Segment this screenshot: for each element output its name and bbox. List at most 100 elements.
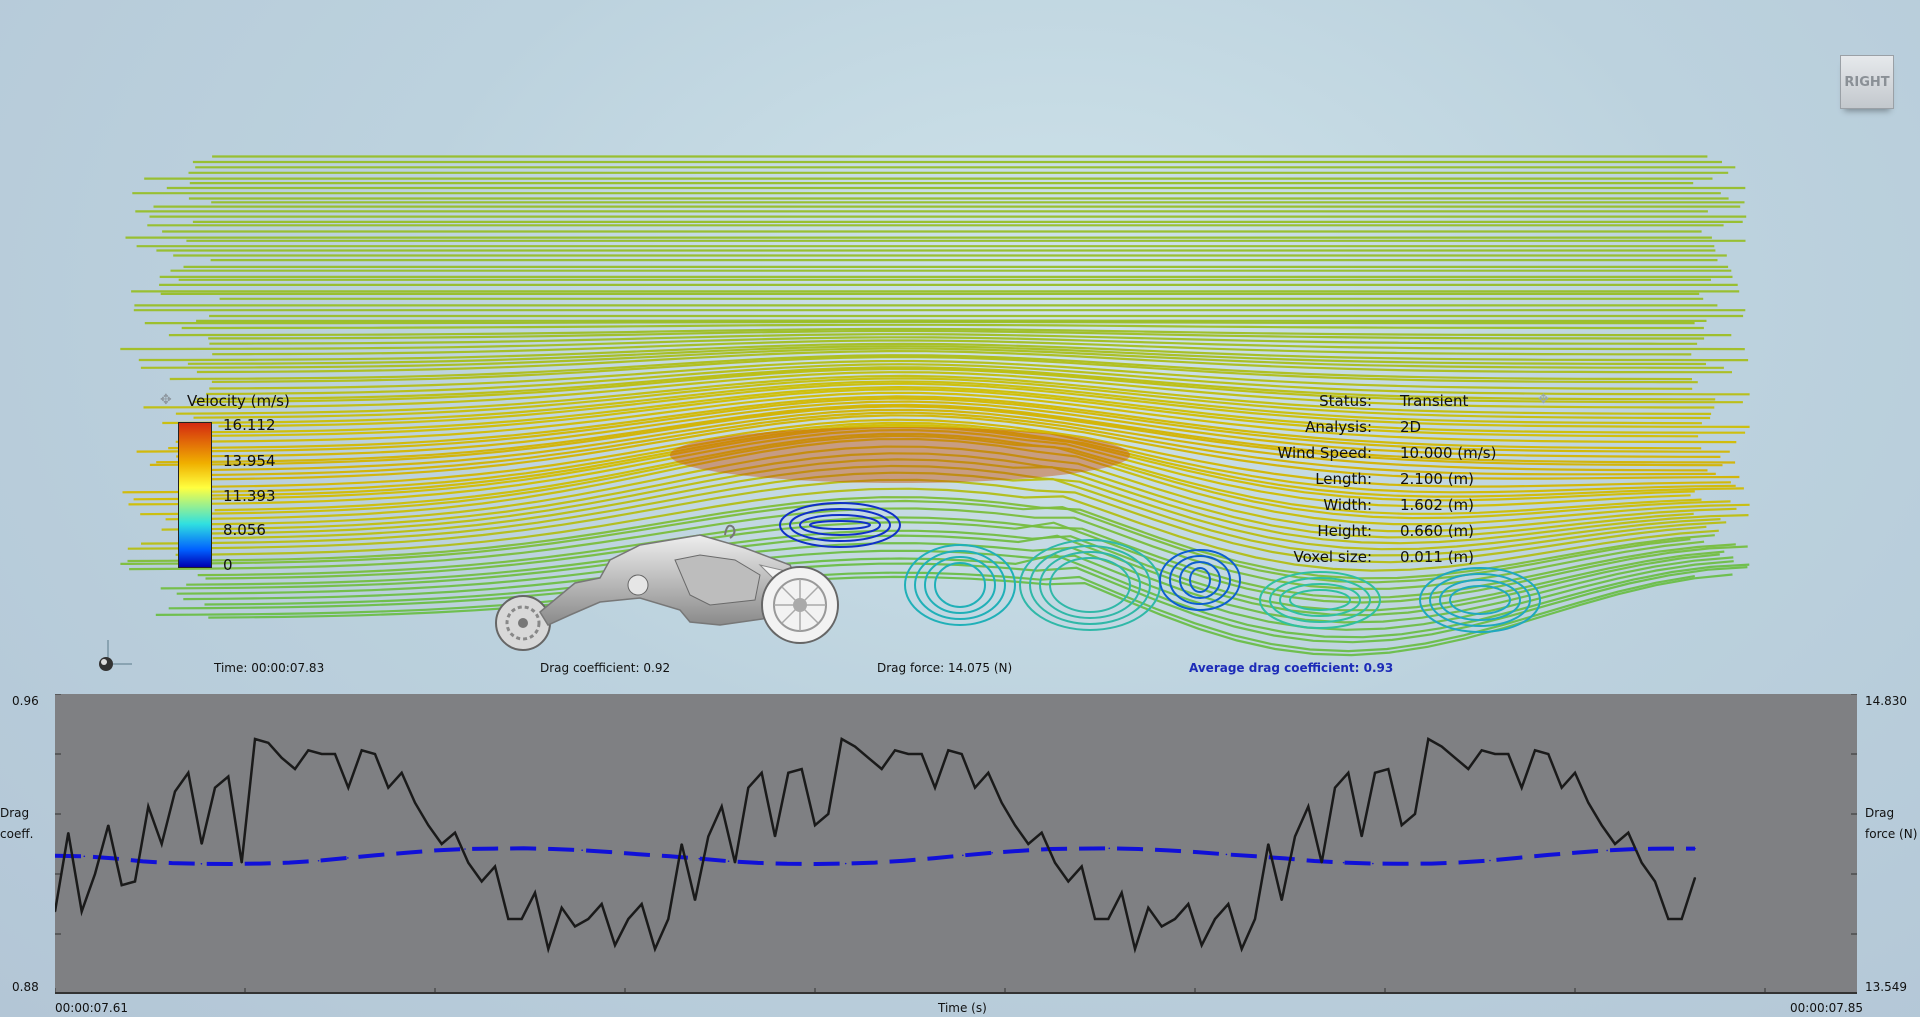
drag-coefficient-point — [1014, 824, 1016, 826]
drag-coefficient-point — [148, 806, 150, 808]
drag-force-point — [83, 855, 85, 857]
drag-chart — [55, 694, 1857, 994]
info-value: 0.011 (m) — [1400, 548, 1550, 574]
drag-coefficient-point — [1134, 948, 1136, 950]
drag-force-point — [933, 857, 935, 859]
info-value: Transient — [1400, 392, 1550, 418]
drag-coefficient-point — [188, 772, 190, 774]
info-row-width: Width: 1.602 (m) — [1260, 496, 1550, 522]
drag-coefficient-point — [948, 749, 950, 751]
move-handle-icon[interactable]: ✥ — [160, 392, 172, 408]
drag-coefficient-point — [534, 892, 536, 894]
drag-coefficient-point — [1548, 753, 1550, 755]
drag-coefficient-point — [628, 918, 630, 920]
drag-force-point — [376, 854, 378, 856]
drag-coefficient-point — [428, 824, 430, 826]
drag-force-point — [1460, 862, 1462, 864]
drag-coefficient-point — [1494, 753, 1496, 755]
drag-force-point — [1694, 848, 1696, 850]
legend-tick: 8.056 — [223, 521, 266, 539]
legend-tick-max: 16.112 — [223, 416, 276, 434]
streamline-flow-field — [0, 0, 1920, 690]
drag-coefficient-point — [668, 918, 670, 920]
drag-force-point — [1313, 860, 1315, 862]
drag-force-point — [113, 858, 115, 860]
drag-coefficient-point — [774, 836, 776, 838]
right-axis-min-label: 13.549 — [1865, 980, 1907, 994]
drag-coefficient-point — [1441, 746, 1443, 748]
drag-coefficient-point — [1628, 832, 1630, 834]
drag-coefficient-point — [1588, 802, 1590, 804]
analysis-info-panel: ✥ Status: Transient Analysis: 2D Wind Sp… — [1260, 392, 1550, 574]
drag-force-point — [1108, 848, 1110, 850]
drag-coefficient-point — [1681, 918, 1683, 920]
drag-coefficient-point — [814, 824, 816, 826]
left-axis-title-line2: coeff. — [0, 827, 33, 841]
info-label: Length: — [1260, 470, 1400, 496]
drag-coefficient-point — [521, 918, 523, 920]
drag-coefficient-point — [1254, 918, 1256, 920]
drag-coefficient-point — [1041, 832, 1043, 834]
drag-coefficient-point — [881, 768, 883, 770]
x-axis-title: Time (s) — [938, 1001, 987, 1015]
drag-force-point — [288, 862, 290, 864]
drag-force-point — [1284, 858, 1286, 860]
drag-force-point — [1548, 854, 1550, 856]
drag-force-point — [1050, 848, 1052, 850]
x-axis-end-label: 00:00:07.85 — [1790, 1001, 1863, 1015]
drag-force-point — [259, 863, 261, 865]
drag-coefficient-point — [1308, 806, 1310, 808]
drag-coefficient-point — [654, 948, 656, 950]
drag-force-point — [962, 855, 964, 857]
drag-coefficient-point — [1454, 757, 1456, 759]
drag-coefficient-point — [974, 787, 976, 789]
drag-coefficient-point — [201, 843, 203, 845]
drag-coefficient-point — [1574, 772, 1576, 774]
streamline — [182, 325, 1704, 328]
drag-coefficient-point — [1601, 824, 1603, 826]
drag-coefficient-point — [1481, 749, 1483, 751]
drag-force-point — [1401, 863, 1403, 865]
view-cube-right[interactable]: RIGHT — [1840, 55, 1894, 109]
drag-force-point — [1518, 857, 1520, 859]
drag-coefficient-point — [1694, 877, 1696, 879]
info-label: Height: — [1260, 522, 1400, 548]
move-handle-icon[interactable]: ✥ — [1538, 392, 1549, 407]
drag-coefficient-point — [1121, 892, 1123, 894]
drag-force-point — [728, 860, 730, 862]
drag-force-point — [1372, 863, 1374, 865]
drag-coefficient-point — [1668, 918, 1670, 920]
drag-coefficient-point — [961, 753, 963, 755]
status-average-drag: Average drag coefficient: 0.93 — [1189, 661, 1393, 675]
drag-coefficient-point — [174, 791, 176, 793]
drag-coefficient-point — [414, 802, 416, 804]
drag-coefficient-point — [734, 862, 736, 864]
drag-force-point — [318, 860, 320, 862]
drag-force-point — [874, 862, 876, 864]
right-axis-max-label: 14.830 — [1865, 694, 1907, 708]
drag-coefficient-point — [721, 806, 723, 808]
drag-force-point — [523, 848, 525, 850]
drag-coefficient-point — [548, 948, 550, 950]
info-label: Voxel size: — [1260, 548, 1400, 574]
drag-coefficient-point — [828, 813, 830, 815]
drag-force-point — [552, 848, 554, 850]
drag-coefficient-point — [1388, 768, 1390, 770]
info-row-analysis: Analysis: 2D — [1260, 418, 1550, 444]
drag-force-series-line — [55, 848, 1695, 864]
drag-chart-panel[interactable] — [55, 694, 1857, 994]
info-row-wind-speed: Wind Speed: 10.000 (m/s) — [1260, 444, 1550, 470]
right-axis-title-line1: Drag — [1865, 806, 1894, 820]
legend-tick-min: 0 — [223, 556, 233, 574]
simulation-viewport[interactable]: RIGHT ✥ Velocity (m/s) 16.112 13.954 11.… — [0, 0, 1920, 690]
drag-coefficient-point — [1081, 866, 1083, 868]
drag-coefficient-point — [1361, 836, 1363, 838]
drag-coefficient-point — [254, 738, 256, 740]
drag-coefficient-point — [468, 862, 470, 864]
drag-coefficient-point — [1214, 918, 1216, 920]
drag-coefficient-point — [161, 843, 163, 845]
legend-title: Velocity (m/s) — [187, 392, 290, 410]
drag-coefficient-point — [134, 881, 136, 883]
drag-coefficient-point — [334, 753, 336, 755]
drag-coefficient-point — [348, 787, 350, 789]
